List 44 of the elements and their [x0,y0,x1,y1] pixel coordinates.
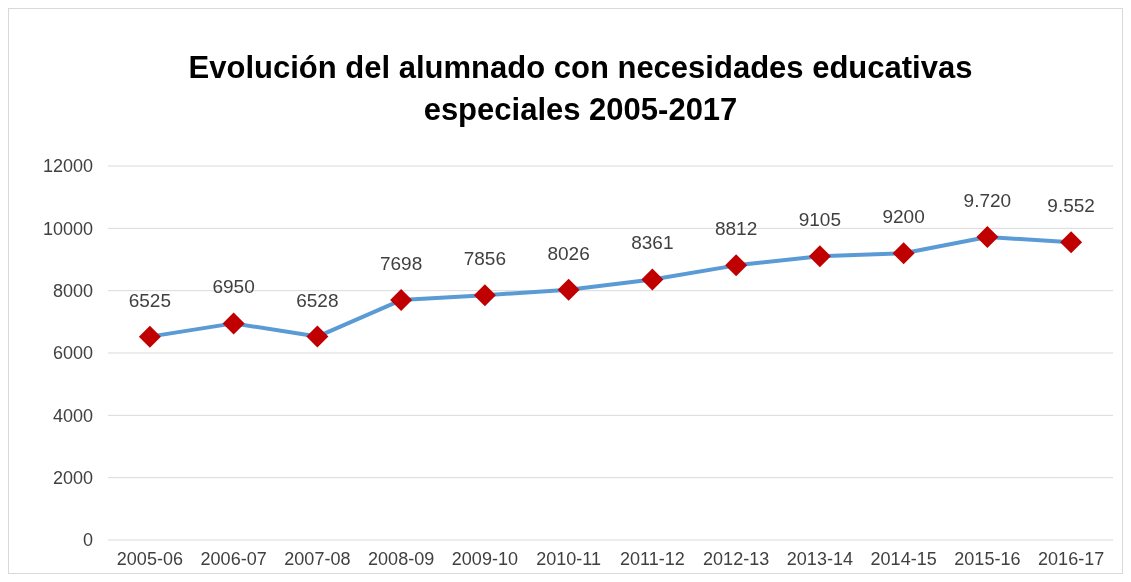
y-tick-label: 10000 [42,218,93,239]
x-tick-label: 2012-13 [703,549,770,569]
data-label: 8812 [714,218,758,240]
y-tick-label: 12000 [42,156,93,177]
point [892,242,915,265]
y-tick-label: 0 [82,530,93,551]
data-label: 9.720 [963,190,1012,212]
x-tick-label: 2015-16 [954,549,1021,569]
point [138,325,161,348]
chart-title: Evolución del alumnado con necesidades educativas especiales 2005-2017 [188,50,973,127]
y-tick-label: 2000 [52,467,93,488]
data-label: 7698 [379,253,423,275]
data-label: 6528 [296,289,339,311]
point [976,226,999,249]
x-tick-label: 2016-17 [1038,549,1105,569]
point [641,268,664,291]
point [557,278,580,301]
x-tick-label: 2005-06 [116,549,183,569]
x-tick-label: 2013-14 [786,549,853,569]
x-tick-label: 2007-08 [284,549,351,569]
point [1060,231,1083,254]
x-tick-label: 2014-15 [870,549,937,569]
data-label: 8361 [631,232,674,254]
y-tick-label: 6000 [52,343,93,364]
point [222,312,245,335]
data-label: 6950 [212,276,255,298]
x-tick-label: 2009-10 [451,549,518,569]
x-tick-label: 2006-07 [200,549,267,569]
data-label: 9105 [798,209,842,231]
point [725,254,748,277]
x-tick-label: 2011-12 [620,549,685,569]
y-tick-label: 8000 [52,280,93,301]
data-label: 9200 [882,206,925,228]
point [390,289,413,312]
data-label: 9.552 [1047,195,1095,217]
data-label: 8026 [547,242,590,264]
data-label: 7856 [463,248,507,270]
y-tick-label: 4000 [52,405,93,426]
point [306,325,329,348]
x-tick-label: 2008-09 [368,549,435,569]
point [473,284,496,307]
data-label: 6525 [128,289,172,311]
x-tick-label: 2010-11 [536,549,601,569]
point [808,245,831,268]
